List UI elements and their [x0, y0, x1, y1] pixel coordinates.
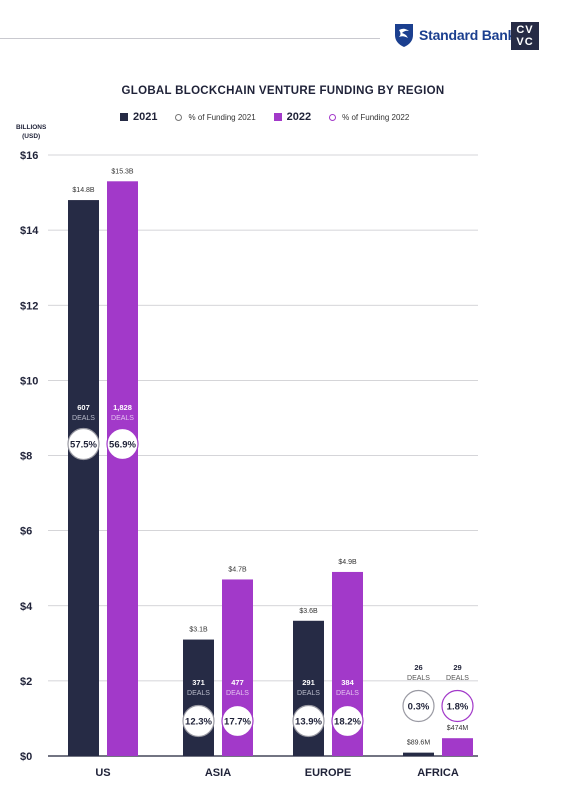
x-tick-label: ASIA — [205, 767, 231, 779]
y-tick-label: $4 — [20, 601, 33, 613]
deals-word: DEALS — [407, 675, 430, 682]
legend-pct-2022-circle-icon — [329, 113, 337, 121]
legend-2022: 2022 — [273, 111, 312, 123]
data-label: $4.7B — [228, 566, 247, 573]
deals-count: 26 — [414, 663, 422, 672]
bar-2021-us — [68, 200, 99, 756]
legend-pct-2021-label: % of Funding 2021 — [188, 112, 256, 122]
deals-word: DEALS — [187, 690, 210, 697]
standard-bank-logo: Standard Bank — [393, 22, 515, 48]
pct-funding-label: 0.3% — [408, 702, 430, 713]
pct-funding-circle — [67, 427, 100, 461]
pct-funding-label: 17.7% — [224, 717, 251, 728]
bar-2022-us — [107, 181, 138, 756]
y-tick-label: $2 — [20, 676, 32, 688]
legend-2022-swatch — [273, 113, 282, 121]
deals-count: 29 — [453, 663, 461, 672]
data-label: $89.6M — [407, 740, 431, 747]
chart-legend: 2021 % of Funding 2021 2022 % of Funding… — [120, 111, 427, 123]
bar-2021-africa — [403, 752, 434, 756]
cvvc-line1: CV — [516, 24, 534, 36]
cvvc-line2: VC — [516, 36, 534, 48]
pct-funding-label: 13.9% — [295, 717, 322, 728]
y-tick-label: $10 — [20, 375, 38, 387]
header-rule — [0, 38, 380, 39]
deals-word: DEALS — [336, 690, 359, 697]
pct-funding-circle — [182, 704, 215, 738]
x-tick-label: AFRICA — [417, 767, 459, 779]
pct-funding-circle — [402, 689, 435, 723]
legend-2021-label: 2021 — [133, 111, 158, 123]
data-label: $3.1B — [189, 627, 208, 634]
deals-word: DEALS — [226, 690, 249, 697]
y-axis-unit-line2: (USD) — [22, 133, 41, 140]
legend-pct-2021-circle-icon — [175, 113, 183, 121]
y-tick-label: $8 — [20, 451, 32, 463]
pct-funding-circle — [292, 704, 325, 738]
y-tick-label: $16 — [20, 150, 38, 162]
bar-2021-asia — [183, 639, 214, 756]
pct-funding-label: 12.3% — [185, 717, 212, 728]
data-label: $3.6B — [299, 608, 318, 615]
legend-pct-2022: % of Funding 2022 — [329, 113, 409, 122]
y-tick-label: $12 — [20, 300, 38, 312]
y-tick-label: $0 — [20, 751, 32, 763]
deals-word: DEALS — [111, 415, 134, 422]
pct-funding-circle — [106, 427, 139, 461]
data-label: $15.3B — [111, 168, 134, 175]
x-tick-label: US — [95, 767, 110, 779]
data-label: $4.9B — [338, 559, 357, 566]
deals-count: 384 — [341, 678, 354, 687]
deals-word: DEALS — [446, 675, 469, 682]
pct-funding-label: 57.5% — [70, 440, 97, 451]
deals-count: 607 — [77, 403, 90, 412]
pct-funding-circle — [331, 704, 364, 738]
legend-2021: 2021 — [120, 111, 157, 123]
cvvc-logo: CV VC — [511, 22, 539, 50]
bar-2022-africa — [442, 738, 473, 756]
y-axis-unit: BILLIONS (USD) — [16, 123, 46, 141]
standard-bank-name: Standard Bank — [419, 27, 516, 43]
deals-word: DEALS — [72, 415, 95, 422]
y-tick-label: $14 — [20, 225, 39, 237]
chart-title: GLOBAL BLOCKCHAIN VENTURE FUNDING BY REG… — [121, 85, 445, 97]
legend-pct-2021: % of Funding 2021 — [175, 112, 256, 122]
deals-word: DEALS — [297, 690, 320, 697]
deals-count: 477 — [231, 678, 244, 687]
deals-count: 371 — [192, 678, 205, 687]
data-label: $474M — [447, 725, 469, 732]
y-axis-unit-line1: BILLIONS — [16, 124, 47, 131]
legend-2021-swatch — [120, 113, 128, 121]
shield-icon — [395, 24, 413, 47]
pct-funding-circle — [221, 704, 254, 738]
pct-funding-circle — [441, 689, 474, 723]
y-tick-label: $6 — [20, 526, 32, 538]
deals-count: 1,828 — [113, 403, 132, 412]
legend-2022-label: 2022 — [286, 111, 312, 123]
pct-funding-label: 56.9% — [109, 440, 136, 451]
deals-count: 291 — [302, 678, 315, 687]
x-tick-label: EUROPE — [305, 767, 351, 779]
pct-funding-label: 1.8% — [447, 702, 469, 713]
data-label: $14.8B — [72, 187, 95, 194]
legend-pct-2022-label: % of Funding 2022 — [342, 112, 410, 122]
pct-funding-label: 18.2% — [334, 717, 361, 728]
